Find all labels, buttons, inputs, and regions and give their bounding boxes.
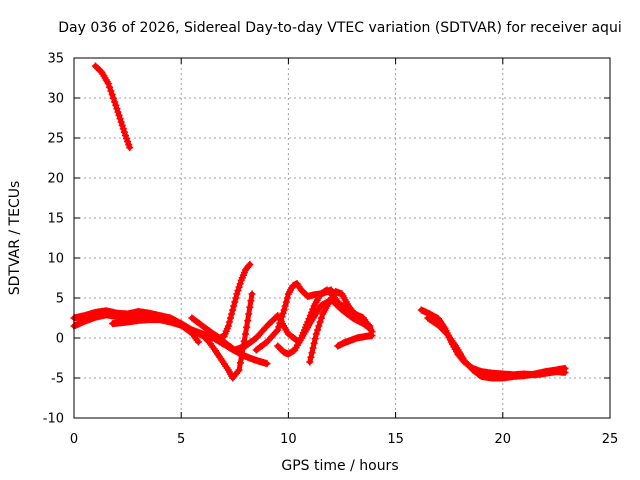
plot-area-frame	[73, 57, 611, 419]
tick-labels: 0 5 10 15 20 25 -10 -5 0 5 10 15 20 25 30 35	[43, 52, 619, 448]
y-tick-label: 10	[47, 252, 64, 267]
series-arc12	[424, 314, 569, 382]
series-markers	[306, 288, 376, 366]
x-tick-label: 25	[602, 432, 619, 447]
chart-title: Day 036 of 2026, Sidereal Day-to-day VTE…	[58, 20, 621, 36]
axis-ticks	[73, 57, 611, 419]
x-tick-label: 0	[70, 432, 78, 447]
y-tick-label: 5	[56, 292, 64, 307]
series-arc9	[306, 288, 376, 366]
y-tick-label: -5	[51, 372, 64, 387]
y-tick-label: 15	[47, 212, 64, 227]
series-markers	[109, 290, 256, 382]
x-tick-label: 5	[177, 432, 185, 447]
series-arc1	[91, 62, 134, 152]
series-markers	[91, 62, 134, 152]
y-tick-label: 0	[56, 332, 64, 347]
x-tick-label: 20	[495, 432, 512, 447]
y-tick-label: -10	[43, 412, 64, 427]
y-tick-label: 35	[47, 52, 64, 67]
y-tick-label: 25	[47, 132, 64, 147]
series-arc4	[109, 290, 256, 382]
x-tick-label: 15	[387, 432, 404, 447]
y-tick-label: 30	[47, 92, 64, 107]
x-axis-title: GPS time / hours	[281, 458, 398, 474]
data-series	[70, 62, 569, 382]
series-arc10	[334, 332, 376, 350]
y-tick-label: 20	[47, 172, 64, 187]
series-markers	[334, 332, 376, 350]
series-markers	[424, 314, 569, 382]
x-tick-label: 10	[280, 432, 297, 447]
y-axis-title: SDTVAR / TECUs	[7, 181, 23, 296]
